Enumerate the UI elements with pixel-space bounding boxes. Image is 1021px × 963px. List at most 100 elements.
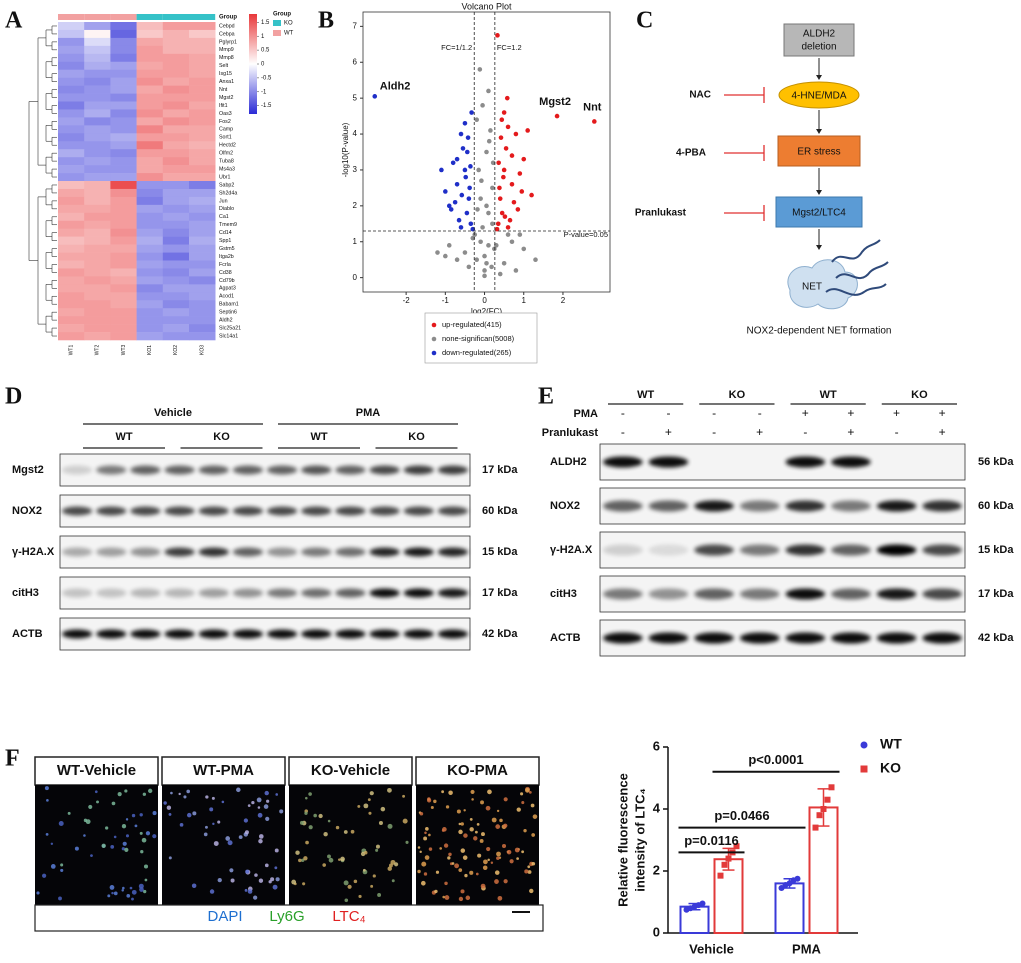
cell bbox=[340, 856, 345, 862]
heatmap-cell bbox=[110, 292, 137, 301]
cell bbox=[473, 836, 478, 841]
cell bbox=[458, 896, 464, 902]
y-axis-label: -log10(P-value) bbox=[341, 122, 350, 177]
row-label: Mgst2 bbox=[219, 95, 233, 101]
cell bbox=[460, 822, 464, 826]
heatmap-cell bbox=[58, 332, 85, 341]
band bbox=[694, 588, 734, 600]
cell bbox=[111, 801, 116, 806]
heatmap-cell bbox=[110, 93, 137, 102]
condition-sign: + bbox=[847, 425, 854, 439]
cell bbox=[209, 807, 214, 812]
volcano-point bbox=[466, 196, 472, 201]
cell bbox=[113, 891, 118, 896]
row-label: Fcrla bbox=[219, 262, 231, 268]
condition-sign: - bbox=[803, 425, 807, 439]
volcano-point bbox=[465, 135, 471, 140]
blot-row-label: NOX2 bbox=[550, 500, 580, 512]
image-label: KO-PMA bbox=[447, 762, 508, 779]
heatmap-cell bbox=[58, 125, 85, 134]
genotype-label: WT bbox=[820, 389, 837, 401]
heatmap-cell bbox=[136, 101, 164, 110]
row-label: Oas3 bbox=[219, 111, 232, 117]
band bbox=[603, 500, 643, 512]
net-strand bbox=[835, 261, 889, 279]
volcano-point bbox=[452, 199, 458, 205]
heatmap-cell bbox=[162, 268, 190, 277]
heatmap-cell bbox=[136, 196, 164, 206]
band bbox=[648, 500, 689, 512]
heatmap-cell bbox=[162, 276, 190, 285]
heatmap-cell bbox=[84, 109, 111, 118]
band bbox=[785, 456, 826, 468]
band bbox=[922, 588, 962, 600]
band bbox=[694, 632, 734, 644]
blot-size-label: 17 kDa bbox=[482, 587, 518, 599]
band bbox=[301, 629, 332, 639]
heatmap-cell bbox=[189, 77, 216, 86]
cell bbox=[424, 855, 430, 860]
cell bbox=[124, 789, 128, 793]
volcano-point bbox=[513, 268, 519, 273]
heatmap-cell bbox=[136, 125, 164, 134]
band bbox=[603, 632, 643, 644]
treatment-label: PMA bbox=[356, 407, 381, 419]
cell bbox=[101, 843, 106, 848]
heatmap-cell bbox=[84, 125, 111, 134]
cell bbox=[298, 858, 302, 863]
band bbox=[130, 588, 161, 598]
band bbox=[922, 632, 962, 644]
cell bbox=[483, 859, 488, 865]
heatmap-cell bbox=[162, 196, 190, 206]
heatmap-cell bbox=[189, 109, 216, 118]
band bbox=[785, 588, 826, 600]
band bbox=[198, 629, 229, 639]
cell bbox=[318, 813, 323, 819]
heatmap-cell bbox=[84, 37, 111, 47]
cell bbox=[94, 790, 98, 794]
heatmap-cell bbox=[84, 300, 111, 309]
heatmap-cell bbox=[110, 284, 137, 293]
node-box bbox=[775, 196, 863, 228]
cell bbox=[486, 846, 491, 852]
heatmap-cell bbox=[162, 93, 190, 102]
heatmap-cell bbox=[162, 228, 190, 237]
node-label: NET bbox=[802, 282, 822, 293]
cell bbox=[274, 848, 279, 853]
condition-label: Pranlukast bbox=[542, 427, 599, 439]
heatmap-cell bbox=[162, 117, 190, 126]
heatmap-cell bbox=[189, 141, 216, 150]
image-label-box bbox=[34, 756, 159, 786]
volcano-point bbox=[484, 260, 489, 266]
volcano-point bbox=[454, 257, 460, 262]
node-box bbox=[777, 135, 861, 167]
cell bbox=[303, 856, 308, 861]
volcano-point bbox=[509, 182, 515, 187]
cell bbox=[462, 855, 468, 860]
cell bbox=[514, 847, 520, 853]
volcano-point bbox=[478, 239, 483, 245]
heatmap-cell bbox=[58, 141, 85, 150]
cell bbox=[448, 790, 453, 795]
cell bbox=[253, 895, 258, 900]
heatmap-cell bbox=[189, 252, 216, 261]
heatmap-cell bbox=[84, 53, 111, 63]
cell bbox=[322, 863, 326, 867]
cell bbox=[209, 889, 215, 894]
cell bbox=[521, 801, 525, 805]
y-axis-label: intensity of LTC₄ bbox=[632, 788, 647, 891]
micrograph bbox=[416, 785, 539, 905]
blot-size-label: 60 kDa bbox=[482, 505, 518, 517]
band bbox=[267, 547, 298, 557]
volcano-point bbox=[467, 185, 472, 191]
cell bbox=[144, 878, 148, 882]
data-point bbox=[725, 855, 732, 862]
threshold-label: P-value=0.05 bbox=[564, 230, 608, 239]
x-axis-label: log2(FC) bbox=[471, 307, 502, 316]
heatmap-cell bbox=[162, 157, 190, 166]
heatmap-cell bbox=[110, 204, 137, 214]
band bbox=[335, 588, 366, 598]
cell bbox=[74, 846, 79, 851]
heatmap-cell bbox=[58, 252, 85, 261]
